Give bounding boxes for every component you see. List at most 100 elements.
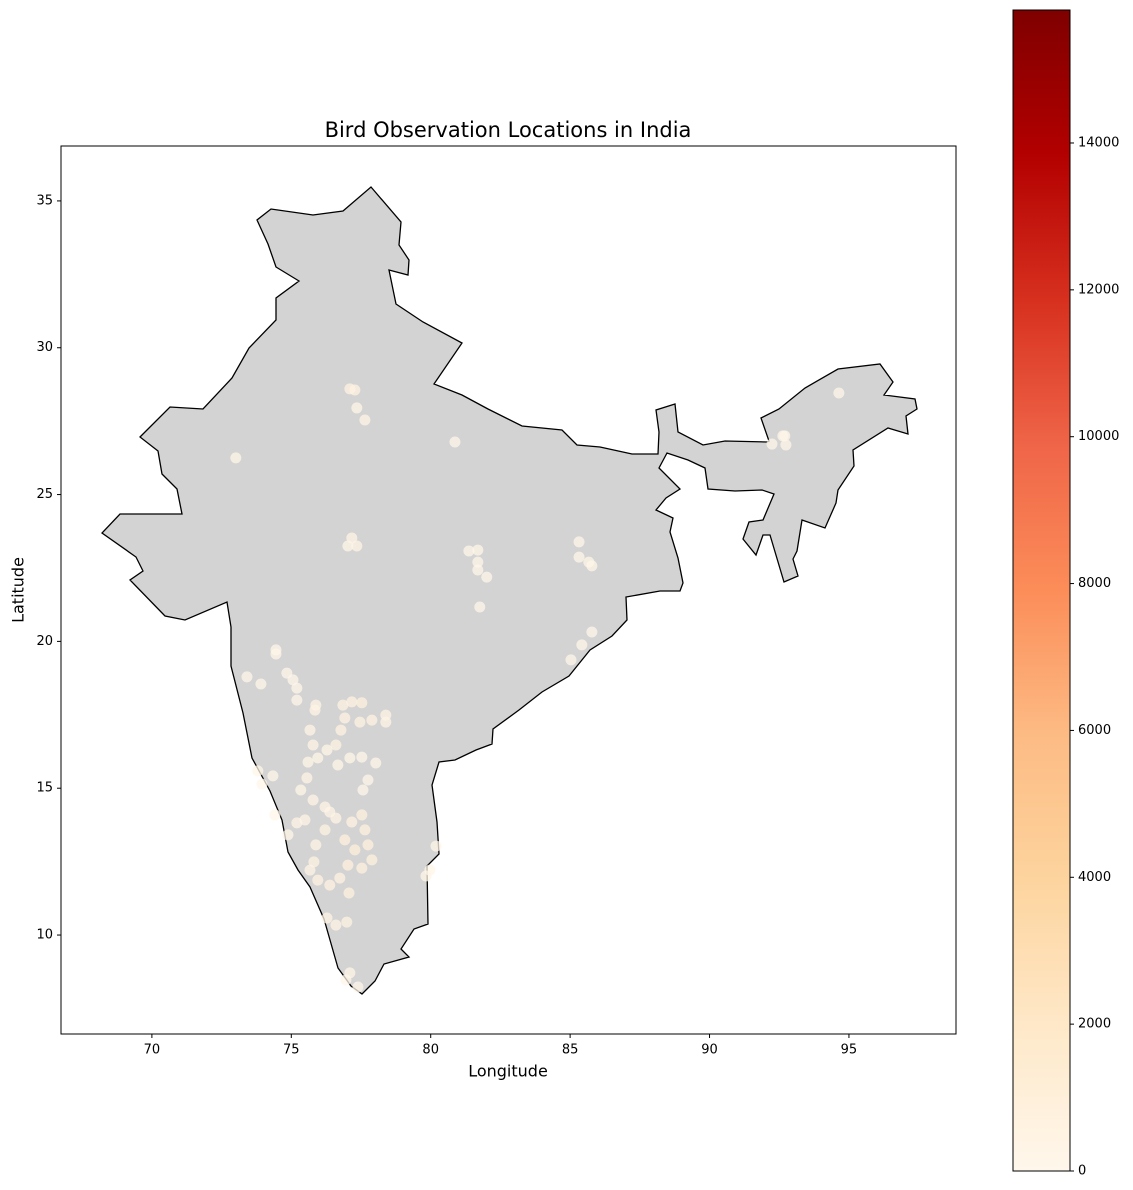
observation-point	[287, 674, 299, 686]
observation-point	[362, 774, 374, 786]
observation-point	[295, 784, 307, 796]
observation-point	[576, 639, 588, 651]
observation-point	[370, 757, 382, 769]
observation-point	[270, 648, 282, 660]
observation-point	[586, 626, 598, 638]
observation-point	[474, 601, 486, 613]
observation-point	[354, 716, 366, 728]
y-tick-label: 20	[36, 634, 53, 649]
observation-point	[291, 682, 303, 694]
observation-point	[339, 834, 351, 846]
y-axis-label: Latitude	[9, 557, 28, 623]
colorbar-tick-label: 14000	[1078, 135, 1119, 150]
observation-point	[449, 436, 461, 448]
colorbar-tick-label: 10000	[1078, 429, 1119, 444]
observation-point	[346, 696, 358, 708]
y-tick-label: 25	[36, 487, 53, 502]
observation-point	[230, 452, 242, 464]
observation-point	[341, 916, 353, 928]
observation-point	[310, 839, 322, 851]
observation-point	[573, 551, 585, 563]
observation-point	[241, 671, 253, 683]
observation-point	[339, 712, 351, 724]
observation-point	[312, 874, 324, 886]
colorbar-tick-label: 2000	[1078, 1017, 1111, 1032]
observation-point	[833, 387, 845, 399]
colorbar-tick-label: 6000	[1078, 723, 1111, 738]
observation-point	[321, 912, 333, 924]
observation-point	[351, 402, 363, 414]
x-tick-label: 90	[701, 1043, 718, 1058]
chart-title: Bird Observation Locations in India	[325, 118, 692, 142]
observation-point	[472, 544, 484, 556]
observation-point	[301, 772, 313, 784]
observation-point	[255, 678, 267, 690]
observation-point	[307, 739, 319, 751]
observation-point	[472, 556, 484, 568]
observation-point	[380, 716, 392, 728]
observation-point	[342, 540, 354, 552]
x-tick-label: 95	[841, 1043, 858, 1058]
observation-point	[291, 694, 303, 706]
x-axis-label: Longitude	[468, 1062, 548, 1081]
axes-frame	[60, 145, 957, 1035]
observation-point	[766, 438, 778, 450]
observation-point	[780, 439, 792, 451]
observation-point	[269, 809, 281, 821]
observation-point	[357, 784, 369, 796]
x-tick-label: 70	[144, 1043, 161, 1058]
observation-point	[299, 814, 311, 826]
y-tick-label: 15	[36, 781, 53, 796]
observation-point	[343, 887, 355, 899]
observation-point	[362, 839, 374, 851]
observation-point	[359, 414, 371, 426]
observation-point	[340, 974, 352, 986]
observation-point	[356, 751, 368, 763]
observation-point	[309, 704, 321, 716]
observation-point	[335, 724, 347, 736]
observation-point	[308, 856, 320, 868]
observation-point	[565, 654, 577, 666]
colorbar	[1012, 9, 1071, 1172]
india-boundary	[101, 186, 918, 995]
observation-point	[332, 759, 344, 771]
observation-point	[324, 879, 336, 891]
observation-point	[351, 540, 363, 552]
observation-point	[586, 560, 598, 572]
observation-point	[330, 812, 342, 824]
colorbar-tick-label: 0	[1078, 1164, 1086, 1179]
observation-point	[330, 739, 342, 751]
observation-point	[463, 545, 475, 557]
x-tick-label: 80	[422, 1043, 439, 1058]
observation-point	[321, 744, 333, 756]
y-tick-label: 30	[36, 340, 53, 355]
x-tick-label: 85	[562, 1043, 579, 1058]
observation-point	[359, 824, 371, 836]
x-tick-label: 75	[283, 1043, 300, 1058]
observation-point	[356, 697, 368, 709]
observation-point	[282, 829, 294, 841]
y-tick-label: 35	[36, 193, 53, 208]
colorbar-tick-label: 8000	[1078, 576, 1111, 591]
observation-point	[344, 752, 356, 764]
observation-point	[779, 430, 791, 442]
observation-point	[366, 714, 378, 726]
observation-point	[312, 752, 324, 764]
observation-point	[252, 765, 264, 777]
observation-point	[319, 824, 331, 836]
observation-point	[352, 981, 364, 993]
observation-point	[307, 794, 319, 806]
colorbar-tick-label: 4000	[1078, 870, 1111, 885]
observation-point	[302, 756, 314, 768]
observation-point	[349, 844, 361, 856]
observation-point	[256, 778, 268, 790]
observation-point	[366, 854, 378, 866]
colorbar-tick-label: 12000	[1078, 282, 1119, 297]
y-tick-label: 10	[36, 928, 53, 943]
points-layer	[230, 383, 845, 993]
observation-point	[424, 864, 436, 876]
observation-point	[481, 571, 493, 583]
observation-point	[356, 862, 368, 874]
observation-point	[356, 809, 368, 821]
observation-point	[334, 872, 346, 884]
